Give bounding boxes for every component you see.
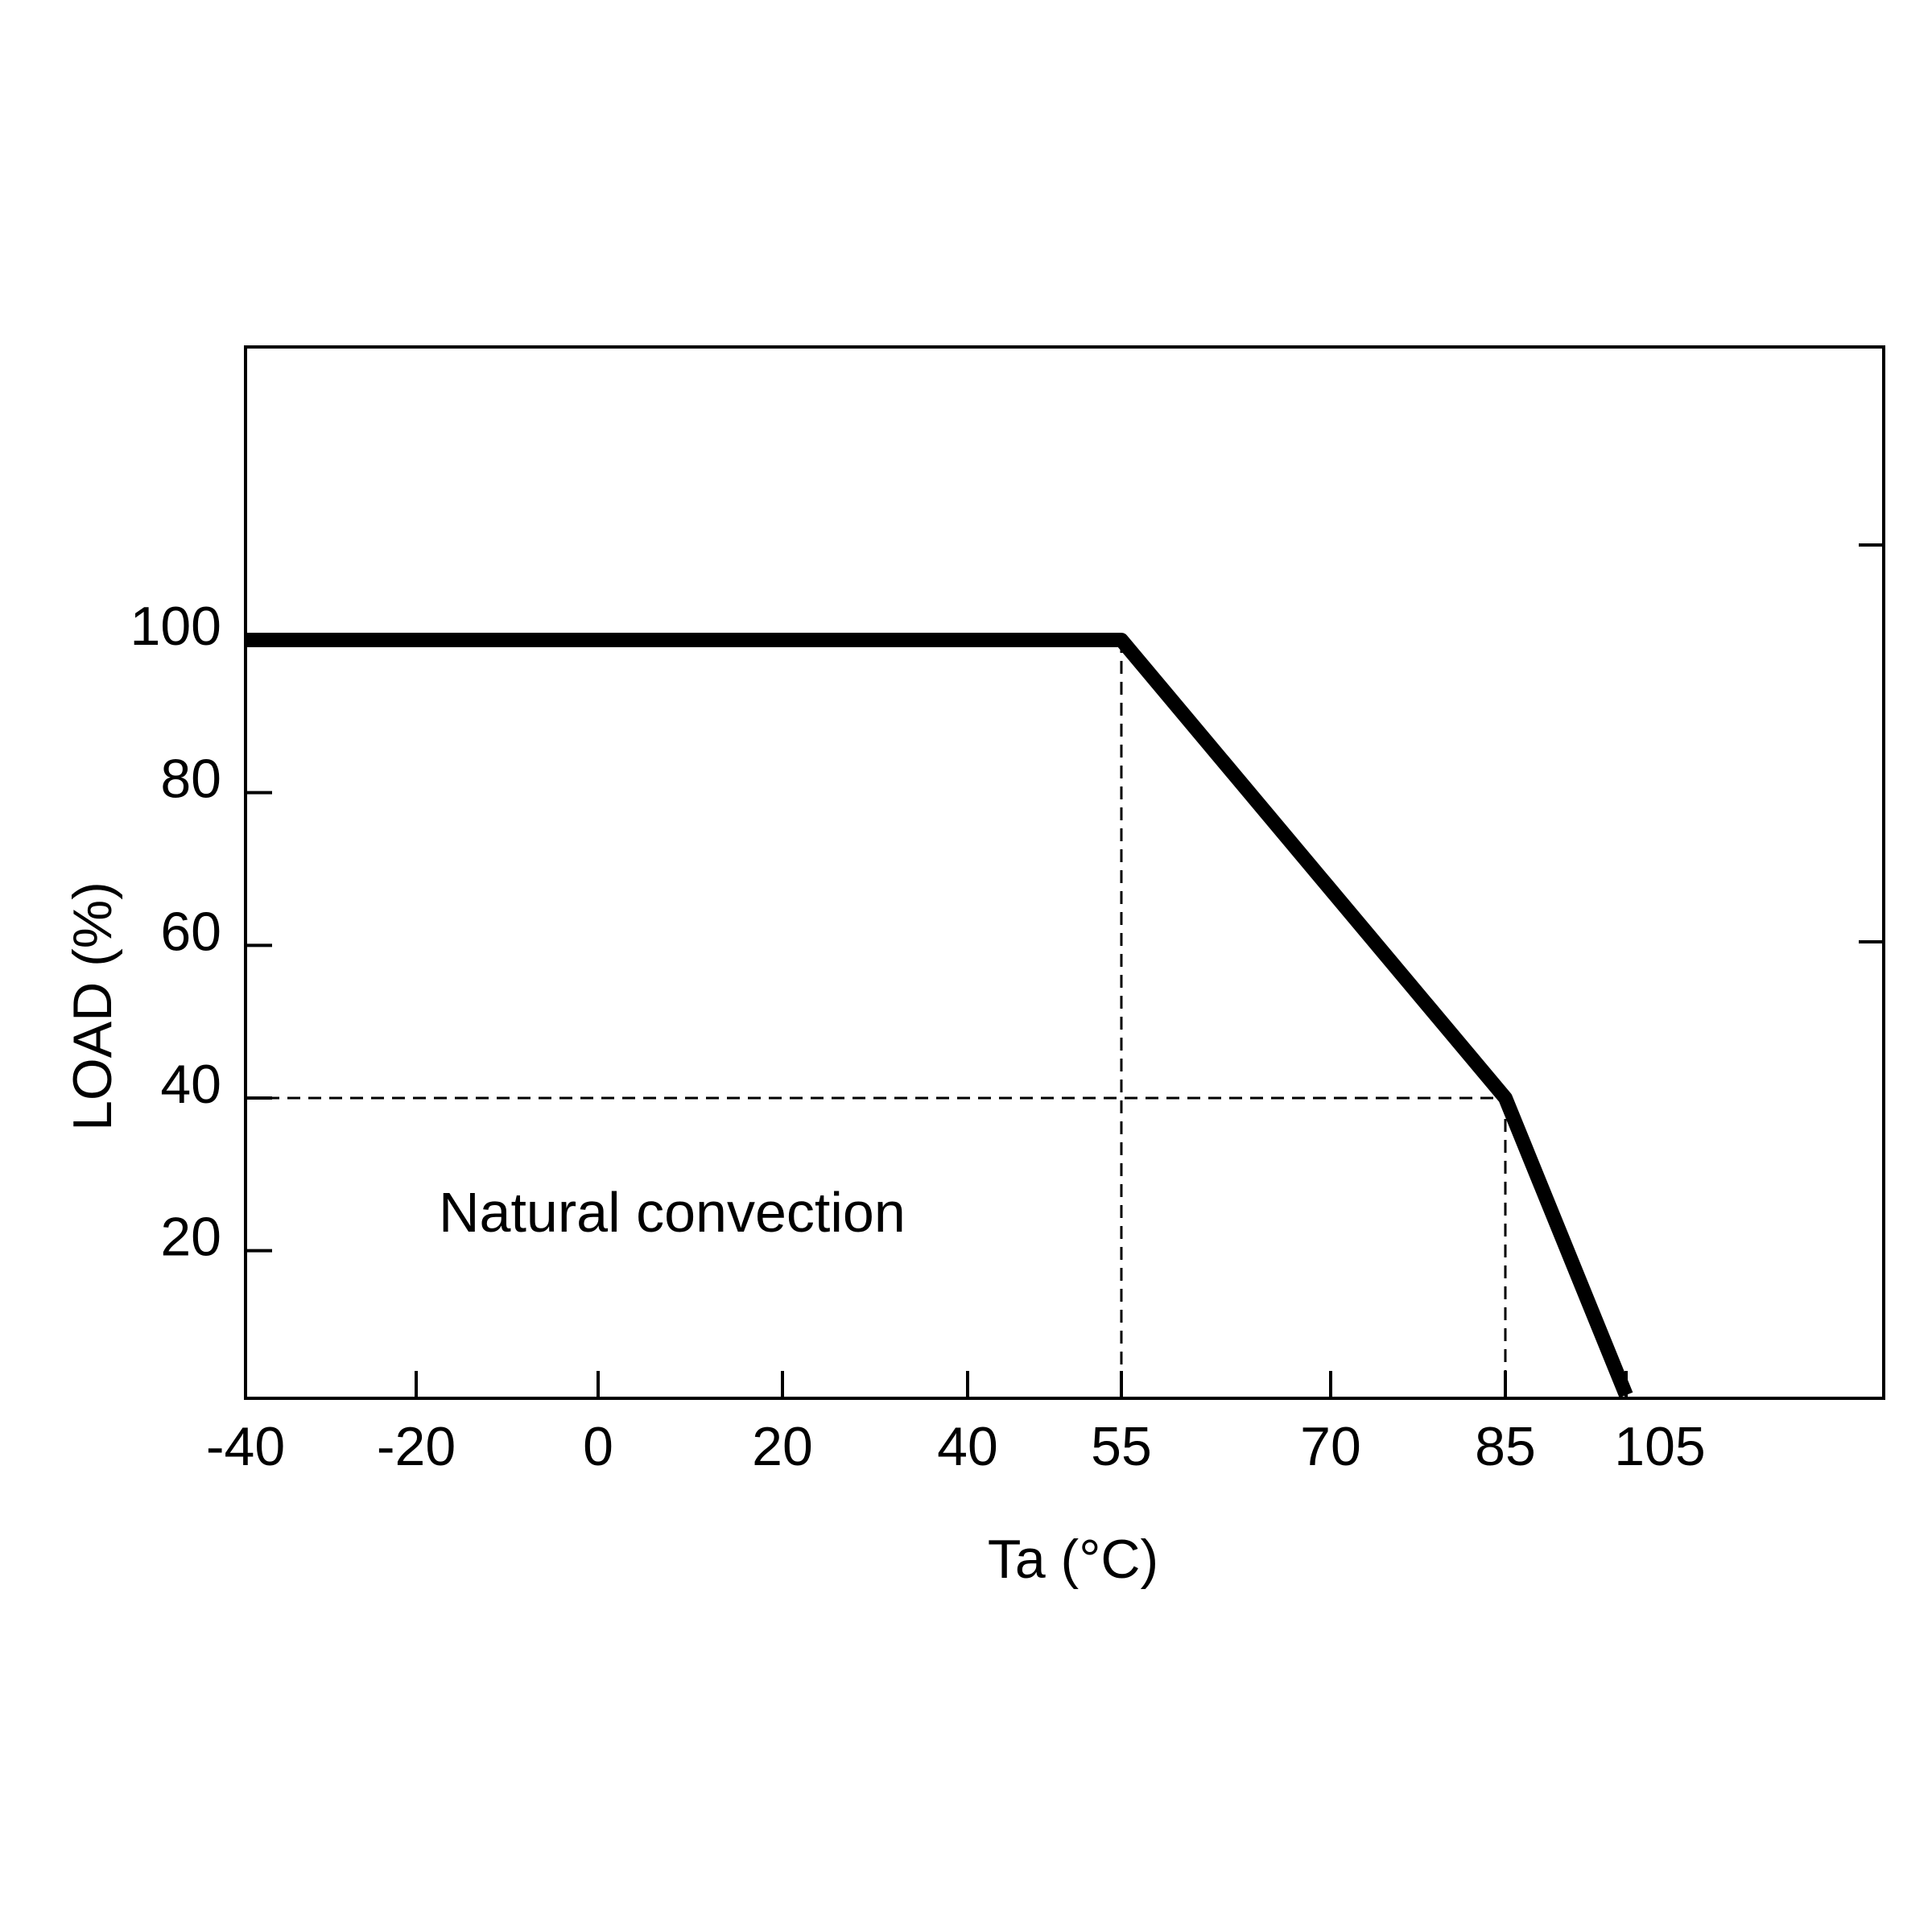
x-tick-label: 20: [752, 1416, 813, 1477]
annotation-natural-convection: Natural convection: [439, 1181, 906, 1244]
x-axis-ticks: -40 -20 0 20 40 55 70 85 105: [206, 1371, 1706, 1477]
y-tick-label: 20: [160, 1207, 221, 1268]
curve-point: [1505, 1097, 1506, 1099]
y-axis-ticks: 20 40 60 80 100: [130, 596, 272, 1268]
curve-point: [1121, 639, 1122, 641]
x-tick-label: 55: [1091, 1416, 1152, 1477]
y-tick-label: 100: [130, 596, 221, 657]
x-tick-label: 85: [1475, 1416, 1536, 1477]
x-tick-label: -20: [377, 1416, 456, 1477]
right-axis-ticks: [1859, 543, 1884, 943]
y-axis-title: LOAD (%): [62, 881, 123, 1131]
series-group: [245, 633, 1633, 1398]
x-tick-label: -40: [206, 1416, 285, 1477]
y-tick-label: 60: [160, 901, 221, 962]
x-tick-label: 70: [1300, 1416, 1361, 1477]
derating-curve-line: [246, 633, 1633, 1398]
y-tick-label: 80: [160, 749, 221, 810]
reference-lines: [246, 640, 1507, 1398]
x-tick-label: 0: [583, 1416, 613, 1477]
x-tick-label: 105: [1614, 1416, 1705, 1477]
x-tick-label: 40: [937, 1416, 998, 1477]
y-tick-label: 40: [160, 1054, 221, 1115]
x-axis-title: Ta (°C): [988, 1529, 1158, 1590]
plot-frame: [244, 345, 1885, 1400]
